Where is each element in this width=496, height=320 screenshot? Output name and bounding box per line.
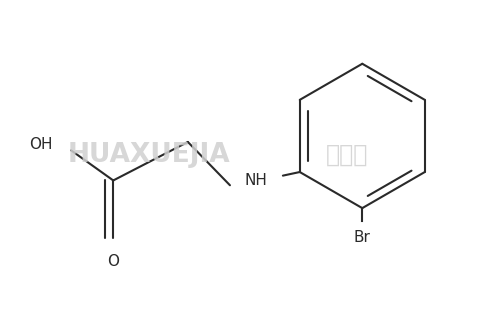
Text: O: O	[107, 254, 119, 269]
Text: OH: OH	[30, 137, 53, 152]
Text: NH: NH	[245, 173, 268, 188]
Text: Br: Br	[354, 230, 371, 245]
Text: 化学加: 化学加	[325, 143, 368, 167]
Text: HUAXUEJIA: HUAXUEJIA	[68, 142, 231, 168]
